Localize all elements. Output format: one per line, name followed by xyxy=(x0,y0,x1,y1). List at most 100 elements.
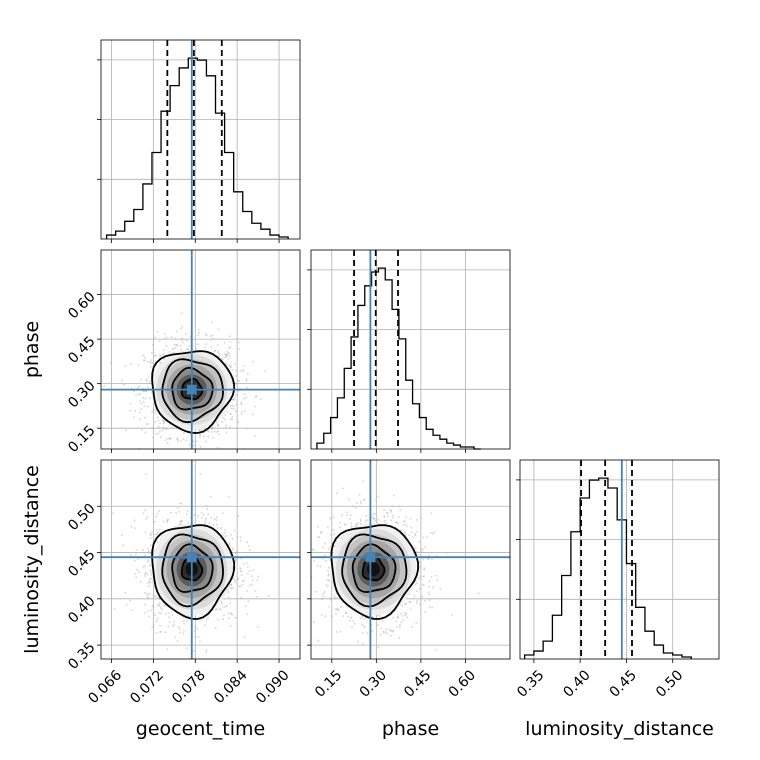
scatter-point xyxy=(239,570,242,573)
scatter-point xyxy=(215,608,218,610)
panel-background xyxy=(101,40,300,239)
scatter-point xyxy=(187,455,189,457)
scatter-point xyxy=(339,526,342,529)
x-tick-label: 0.066 xyxy=(85,667,125,707)
scatter-point xyxy=(347,605,349,608)
scatter-point xyxy=(146,573,149,576)
scatter-point xyxy=(234,579,237,581)
scatter-point xyxy=(235,550,238,552)
scatter-point xyxy=(227,590,230,592)
scatter-point xyxy=(245,378,248,380)
scatter-point xyxy=(388,628,390,630)
scatter-point xyxy=(134,410,136,412)
x-tick-label: 0.084 xyxy=(211,667,251,707)
scatter-point xyxy=(329,597,332,599)
scatter-point xyxy=(205,343,207,346)
scatter-point xyxy=(237,421,239,423)
scatter-point xyxy=(165,428,168,431)
scatter-point xyxy=(144,431,147,434)
scatter-point xyxy=(364,614,367,616)
scatter-point xyxy=(354,622,356,625)
scatter-point xyxy=(350,617,352,619)
scatter-point xyxy=(240,413,243,415)
scatter-point xyxy=(418,565,421,568)
scatter-point xyxy=(103,385,106,387)
scatter-point xyxy=(205,517,207,519)
scatter-point xyxy=(239,567,241,569)
scatter-point xyxy=(317,536,319,539)
scatter-point xyxy=(403,532,406,535)
scatter-point xyxy=(152,548,155,551)
scatter-point xyxy=(228,617,230,620)
scatter-point xyxy=(174,636,176,639)
scatter-point xyxy=(362,643,364,645)
scatter-point xyxy=(159,362,161,364)
scatter-point xyxy=(218,433,220,435)
scatter-point xyxy=(254,435,256,437)
scatter-point xyxy=(161,353,164,356)
scatter-point xyxy=(239,585,241,588)
scatter-point xyxy=(241,580,244,583)
scatter-point xyxy=(336,492,338,494)
scatter-point xyxy=(432,532,434,535)
scatter-point xyxy=(148,593,151,595)
scatter-point xyxy=(186,510,189,513)
scatter-point xyxy=(148,381,151,384)
scatter-point xyxy=(418,603,421,606)
scatter-point xyxy=(145,390,148,392)
scatter-point xyxy=(182,632,185,634)
scatter-point xyxy=(158,510,160,512)
scatter-point xyxy=(165,345,168,348)
scatter-point xyxy=(426,558,429,560)
scatter-point xyxy=(338,521,341,524)
scatter-point xyxy=(157,541,159,544)
scatter-point xyxy=(175,512,177,514)
scatter-point xyxy=(199,435,201,438)
scatter-point xyxy=(152,436,154,439)
scatter-point xyxy=(364,617,367,620)
scatter-point xyxy=(415,602,418,604)
scatter-point xyxy=(375,615,378,617)
scatter-point xyxy=(329,517,332,520)
scatter-point xyxy=(197,334,199,337)
scatter-point xyxy=(397,616,399,619)
scatter-point xyxy=(203,431,205,434)
scatter-point xyxy=(246,590,248,592)
scatter-point xyxy=(343,534,345,537)
scatter-point xyxy=(330,534,332,536)
scatter-point xyxy=(229,355,231,358)
scatter-point xyxy=(389,635,392,637)
scatter-point xyxy=(385,512,388,514)
scatter-point xyxy=(246,566,249,568)
scatter-point xyxy=(214,430,216,433)
scatter-point xyxy=(229,413,232,415)
scatter-point xyxy=(411,625,414,628)
scatter-point xyxy=(254,590,257,592)
scatter-point xyxy=(144,575,146,577)
scatter-point xyxy=(403,612,406,614)
scatter-point xyxy=(185,620,188,623)
scatter-point xyxy=(150,572,152,575)
scatter-point xyxy=(246,386,249,389)
scatter-point xyxy=(218,608,221,611)
scatter-point xyxy=(349,518,352,520)
scatter-point xyxy=(320,531,322,533)
scatter-point xyxy=(159,538,162,540)
scatter-point xyxy=(357,640,359,643)
scatter-point xyxy=(182,450,184,452)
scatter-point xyxy=(173,525,176,528)
scatter-point xyxy=(158,364,160,367)
scatter-point xyxy=(163,604,165,606)
scatter-point xyxy=(221,421,223,423)
scatter-point xyxy=(414,534,417,536)
panel-frame xyxy=(310,459,511,660)
scatter-point xyxy=(180,440,182,443)
scatter-point xyxy=(142,566,145,568)
scatter-point xyxy=(222,618,225,620)
scatter-point xyxy=(341,487,344,490)
scatter-point xyxy=(229,405,232,407)
scatter-point xyxy=(124,591,127,594)
scatter-point xyxy=(197,328,200,331)
scatter-point xyxy=(142,390,144,393)
scatter-point xyxy=(329,559,331,561)
